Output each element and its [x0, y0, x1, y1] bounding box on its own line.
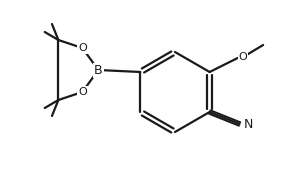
- Text: O: O: [239, 52, 247, 62]
- Text: O: O: [78, 43, 87, 53]
- Text: B: B: [94, 64, 103, 76]
- Text: O: O: [78, 87, 87, 97]
- Text: N: N: [244, 118, 253, 132]
